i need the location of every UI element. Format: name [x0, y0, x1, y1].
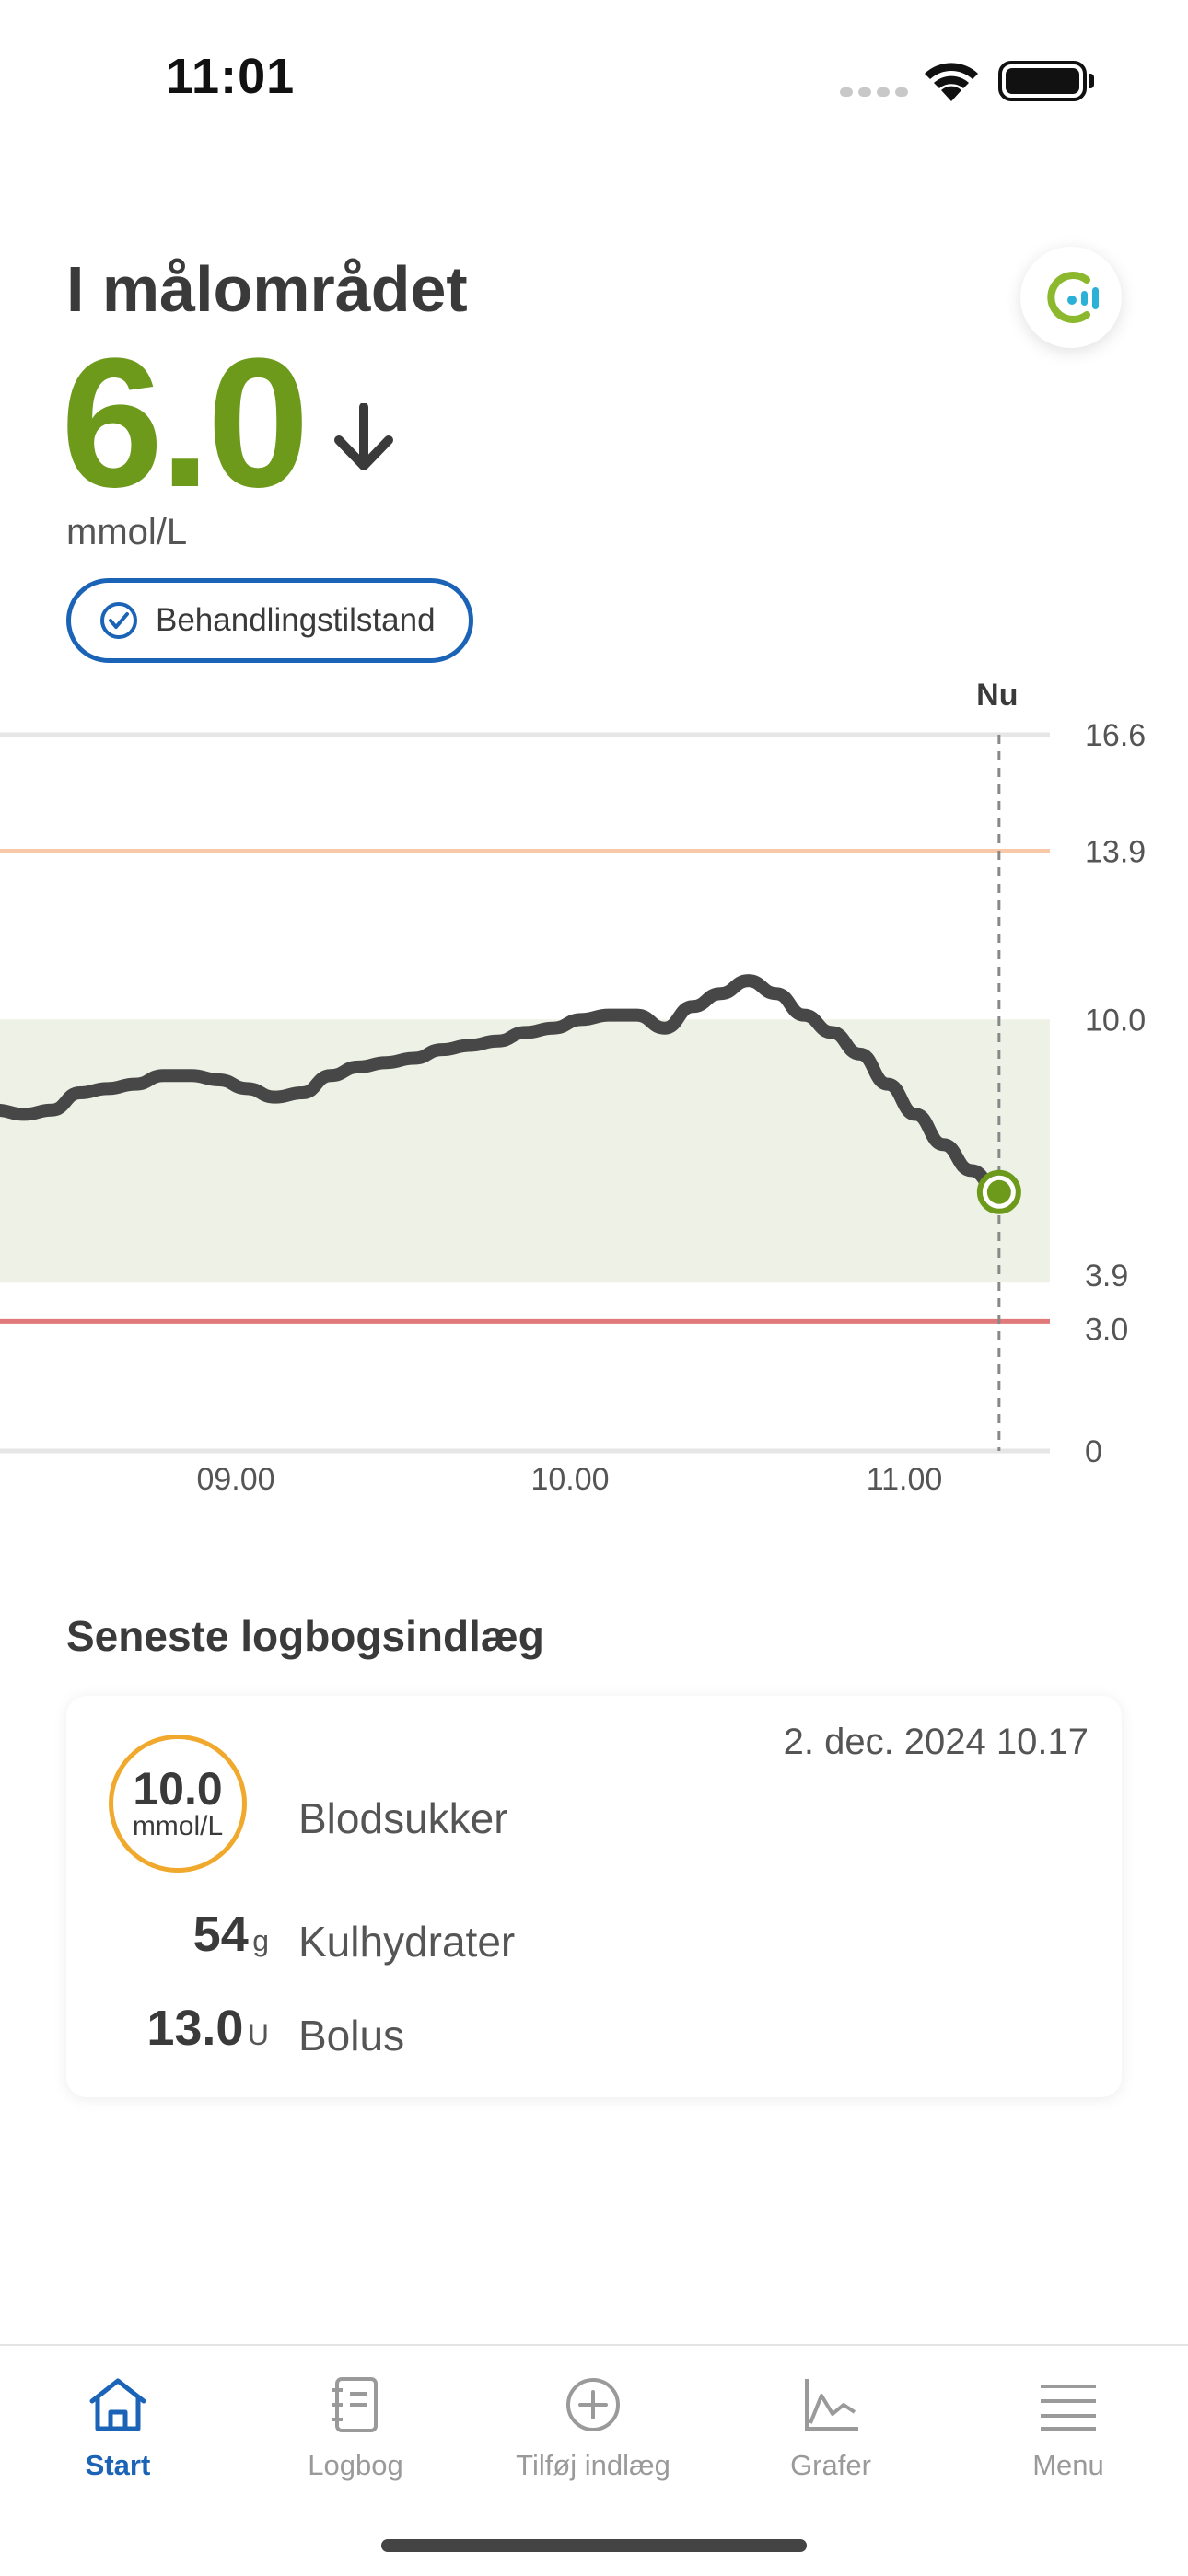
- blood-sugar-badge: 10.0 mmol/L: [109, 1735, 247, 1873]
- glucose-value: 6.0: [61, 320, 309, 526]
- cellular-signal-icon: [840, 85, 914, 101]
- wifi-icon: [925, 63, 978, 101]
- tab-grafer[interactable]: Grafer: [729, 2375, 932, 2482]
- add-circle-icon: [566, 2378, 620, 2431]
- logbook-icon: [332, 2377, 378, 2432]
- x-tick-label: 09.00: [196, 1462, 274, 1497]
- app-logo-button[interactable]: [1020, 247, 1122, 348]
- tab-logbog[interactable]: Logbog: [254, 2375, 457, 2482]
- target-range-band: [0, 1019, 1050, 1283]
- glucose-unit: mmol/L: [66, 512, 188, 552]
- tab-bar: Start Logbog Tilføj indlæg Grafer: [0, 2344, 1188, 2576]
- glucose-chart: Nu 16.6 13.9 10.0 3.9 3.0 0 09.00 10.00 11.00: [0, 678, 1146, 1497]
- tab-start[interactable]: Start: [17, 2375, 219, 2482]
- tab-add-entry[interactable]: Tilføj indlæg: [492, 2375, 694, 2482]
- battery-icon: [998, 61, 1087, 101]
- y-tick-label: 10.0: [1085, 1003, 1146, 1038]
- treatment-status-button[interactable]: Behandlingstilstand: [66, 578, 473, 663]
- chart-icon: [805, 2379, 858, 2431]
- y-tick-label: 3.0: [1085, 1312, 1128, 1347]
- latest-log-card[interactable]: 2. dec. 2024 10.17 10.0 mmol/L Blodsukke…: [66, 1696, 1122, 2097]
- now-label: Nu: [976, 678, 1018, 713]
- tab-start-label: Start: [85, 2449, 151, 2481]
- tab-logbog-label: Logbog: [308, 2449, 403, 2481]
- tab-menu[interactable]: Menu: [967, 2375, 1170, 2482]
- y-tick-label: 16.6: [1085, 718, 1146, 753]
- x-tick-label: 10.00: [530, 1462, 609, 1497]
- treatment-status-label: Behandlingstilstand: [156, 602, 436, 638]
- glucose-status-label: I målområdet: [66, 253, 468, 325]
- x-tick-label: 11.00: [867, 1462, 943, 1497]
- tab-grafer-label: Grafer: [790, 2449, 871, 2481]
- blood-sugar-unit: mmol/L: [132, 1811, 224, 1841]
- current-point-dot: [986, 1179, 1011, 1204]
- glucose-curve: [0, 974, 1006, 1199]
- carbs-amount: 54 g: [103, 1906, 269, 1963]
- tab-add-entry-label: Tilføj indlæg: [516, 2449, 670, 2481]
- latest-log-title: Seneste logbogsindlæg: [66, 1612, 544, 1660]
- menu-icon: [1041, 2385, 1096, 2431]
- bolus-unit: U: [247, 2018, 269, 2051]
- battery-tip: [1089, 74, 1094, 88]
- carbs-value: 54: [192, 1907, 249, 1962]
- bolus-amount: 13.0 U: [103, 2000, 269, 2057]
- y-tick-label: 3.9: [1085, 1259, 1128, 1294]
- carbs-label: Kulhydrater: [298, 1918, 516, 1966]
- home-indicator: [381, 2539, 807, 2552]
- blood-sugar-value: 10.0: [133, 1763, 223, 1815]
- y-tick-label: 0: [1085, 1434, 1102, 1469]
- trend-arrow-down-icon: [334, 403, 393, 470]
- bolus-label: Bolus: [298, 2012, 405, 2060]
- carbs-unit: g: [252, 1924, 269, 1957]
- bolus-value: 13.0: [146, 2001, 244, 2056]
- home-icon: [89, 2378, 146, 2431]
- app-logo-icon: [1047, 272, 1099, 323]
- status-bar-time: 11:01: [166, 49, 296, 104]
- blood-sugar-label: Blodsukker: [298, 1794, 508, 1842]
- log-entry-date: 2. dec. 2024 10.17: [783, 1722, 1089, 1762]
- check-circle-icon: [100, 602, 137, 639]
- tab-menu-label: Menu: [1032, 2449, 1104, 2481]
- y-tick-label: 13.9: [1085, 835, 1146, 870]
